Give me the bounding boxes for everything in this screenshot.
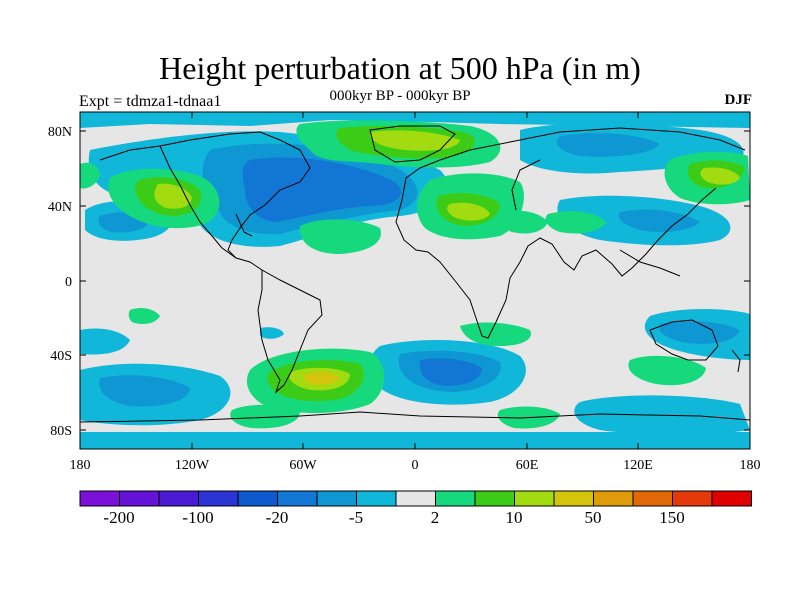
contour-negative: [618, 209, 700, 232]
contour-positive: [304, 371, 340, 385]
colorbar-swatch: [316, 490, 357, 507]
y-tick-labels: 80N 40N 0 40S 80S: [48, 125, 72, 439]
colorbar-swatch: [711, 490, 752, 507]
colorbar-swatch: [514, 490, 555, 507]
contour-positive: [447, 202, 490, 221]
contour-negative: [419, 358, 482, 386]
contour-positive: [628, 355, 706, 386]
x-tick-label: 120E: [623, 458, 653, 473]
colorbar-label: 10: [506, 508, 523, 527]
contour-positive: [545, 211, 606, 234]
contour-positive: [369, 130, 460, 151]
season-label: DJF: [724, 92, 753, 108]
colorbar-swatch: [672, 490, 713, 507]
y-tick-label: 80N: [48, 125, 72, 140]
coastlines: [80, 125, 750, 423]
contour-negative: [556, 133, 660, 157]
contour-positive: [460, 322, 531, 346]
colorbar-swatch: [119, 490, 160, 507]
x-tick-label: 60W: [289, 458, 317, 473]
x-tick-label: 180: [70, 458, 91, 473]
contour-positive: [700, 167, 740, 185]
colorbar-swatch: [277, 490, 318, 507]
y-tick-label: 40S: [50, 349, 72, 364]
contour-positive: [80, 162, 100, 189]
contour-positive: [299, 219, 381, 254]
colorbar-label: -20: [266, 508, 289, 527]
x-tick-labels: 180 120W 60W 0 60E 120E 180: [70, 458, 761, 473]
y-axis: [80, 130, 750, 431]
colorbar-label: -100: [182, 508, 213, 527]
colorbar-swatch: [474, 490, 515, 507]
colorbar-swatch: [356, 490, 397, 507]
x-tick-label: 180: [740, 458, 761, 473]
y-tick-label: 80S: [50, 424, 72, 439]
colorbar-label: -200: [103, 508, 134, 527]
plot-subtitle: 000kyr BP - 000kyr BP: [329, 88, 471, 104]
colorbar-label: 50: [585, 508, 602, 527]
colorbar-swatch: [553, 490, 594, 507]
y-tick-label: 0: [65, 275, 72, 290]
contour-negative: [99, 375, 190, 407]
plot-title: Height perturbation at 500 hPa (in m): [159, 50, 641, 86]
colorbar-swatch: [79, 490, 120, 507]
x-tick-label: 0: [412, 458, 419, 473]
contour-negative: [80, 328, 130, 355]
x-tick-label: 60E: [516, 458, 539, 473]
contour-fields: [80, 112, 750, 449]
map-panel: [80, 112, 750, 449]
contour-negative: [242, 157, 401, 222]
y-tick-label: 40N: [48, 200, 72, 215]
contour-negative: [659, 321, 740, 344]
colorbar-swatch: [593, 490, 634, 507]
colorbar-swatch: [395, 490, 436, 507]
colorbar-swatch: [158, 490, 199, 507]
experiment-label: Expt = tdmza1-tdnaa1: [79, 93, 222, 110]
colorbar-swatch: [632, 490, 673, 507]
contour-negative: [80, 432, 750, 449]
colorbar-label: 2: [431, 508, 440, 527]
colorbar-swatch: [237, 490, 278, 507]
colorbar-label: 150: [659, 508, 685, 527]
contour-positive: [128, 308, 160, 324]
x-tick-label: 120W: [175, 458, 210, 473]
colorbar-swatch: [198, 490, 239, 507]
contour-positive: [498, 210, 548, 234]
colorbar-swatch: [435, 490, 476, 507]
contour-positive: [230, 404, 300, 429]
contour-negative: [260, 327, 284, 339]
colorbar-labels: -200 -100 -20 -5 2 10 50 150: [103, 508, 684, 527]
colorbar-label: -5: [349, 508, 363, 527]
colorbar: [79, 490, 752, 507]
x-axis: [79, 112, 751, 449]
